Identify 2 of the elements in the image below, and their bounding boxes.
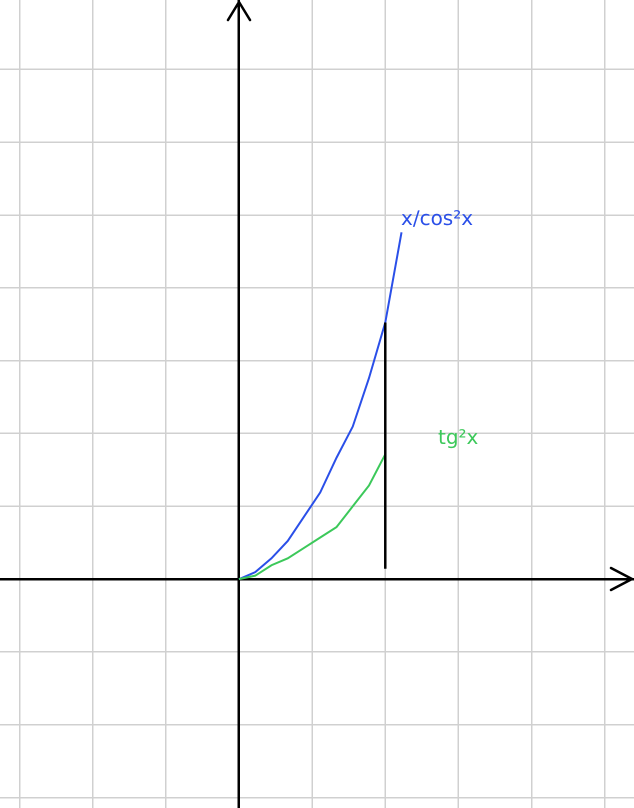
text: tg²x [438,425,479,449]
series-label: x/cos²x [401,206,474,230]
